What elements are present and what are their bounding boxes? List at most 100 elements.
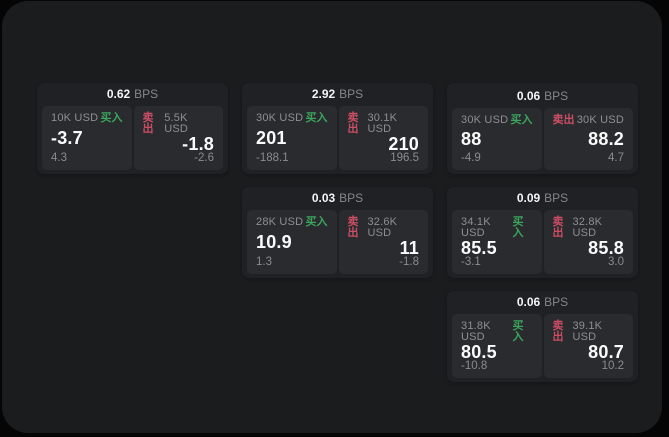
buy-side-label: 买入 (512, 319, 524, 343)
buy-size-label: 10K USD (51, 111, 99, 124)
app-window: 0.62 BPS 10K USD 买入 -3.7 4.3 卖出 5.5K USD… (2, 1, 662, 433)
sell-price: 88.2 (588, 129, 624, 150)
sell-cell-top: 卖出 30.1K USD (347, 111, 420, 135)
quote-cells: 34.1K USD 买入 85.5 -3.1 卖出 32.8K USD 85.8… (452, 209, 633, 274)
sell-cell[interactable]: 卖出 30K USD 88.2 4.7 (543, 108, 633, 170)
sell-cell-top: 卖出 30K USD (553, 115, 625, 126)
buy-delta: 1.3 (256, 255, 272, 268)
buy-price: 88 (461, 129, 482, 150)
sell-cell[interactable]: 卖出 39.1K USD 80.7 10.2 (543, 313, 633, 378)
sell-delta: 196.5 (390, 151, 419, 164)
spread-value: 0.06 (516, 88, 541, 103)
sell-delta: 3.0 (608, 255, 624, 268)
buy-price: 10.9 (256, 232, 292, 252)
buy-size-label: 28K USD (256, 215, 304, 228)
sell-price: 210 (388, 133, 419, 154)
buy-side-label: 买入 (100, 111, 123, 124)
spread-unit-label: BPS (134, 87, 159, 102)
spread-header: 0.09 BPS (452, 187, 633, 210)
spread-value: 2.92 (311, 87, 336, 102)
buy-size-label: 30K USD (256, 111, 304, 124)
spread-header: 0.62 BPS (42, 83, 223, 106)
sell-size-label: 30K USD (576, 114, 624, 126)
sell-side-label: 卖出 (552, 114, 575, 126)
quote-card: 0.06 BPS 30K USD 买入 88 -4.9 卖出 30K USD 8… (447, 83, 638, 174)
buy-delta: -4.9 (461, 151, 481, 164)
sell-cell[interactable]: 卖出 32.6K USD 11 -1.8 (338, 209, 428, 274)
sell-size-label: 32.6K USD (367, 215, 398, 239)
buy-size-label: 31.8K USD (461, 319, 491, 343)
quote-card: 0.03 BPS 28K USD 买入 10.9 1.3 卖出 32.6K US… (242, 187, 433, 278)
sell-size-label: 5.5K USD (164, 111, 189, 135)
buy-price: -3.7 (51, 128, 83, 148)
buy-size-label: 30K USD (461, 114, 509, 126)
quote-card: 2.92 BPS 30K USD 买入 201 -188.1 卖出 30.1K … (242, 83, 433, 174)
buy-price: 85.5 (461, 237, 497, 258)
quote-cells: 28K USD 买入 10.9 1.3 卖出 32.6K USD 11 -1.8 (247, 209, 428, 274)
buy-cell-top: 31.8K USD 买入 (461, 319, 533, 343)
sell-cell-top: 卖出 5.5K USD (142, 111, 215, 135)
spread-unit-label: BPS (339, 191, 364, 206)
buy-cell[interactable]: 30K USD 买入 88 -4.9 (452, 108, 542, 170)
spread-unit-label: BPS (339, 87, 364, 102)
buy-cell-top: 28K USD 买入 (256, 215, 328, 228)
sell-size-label: 30.1K USD (367, 111, 398, 135)
buy-side-label: 买入 (305, 215, 328, 228)
buy-delta: 4.3 (51, 151, 67, 164)
buy-cell[interactable]: 31.8K USD 买入 80.5 -10.8 (452, 313, 542, 378)
sell-price: -1.8 (182, 133, 214, 154)
buy-cell-top: 30K USD 买入 (461, 115, 533, 126)
quote-card: 0.06 BPS 31.8K USD 买入 80.5 -10.8 卖出 39.1… (447, 291, 638, 382)
spread-value: 0.09 (516, 191, 541, 206)
sell-side-label: 卖出 (552, 319, 564, 343)
sell-size-label: 32.8K USD (572, 215, 603, 239)
sell-cell[interactable]: 卖出 32.8K USD 85.8 3.0 (543, 209, 633, 274)
buy-cell-top: 10K USD 买入 (51, 111, 123, 124)
spread-header: 2.92 BPS (247, 83, 428, 106)
sell-delta: -1.8 (399, 255, 419, 268)
sell-size-label: 39.1K USD (572, 319, 603, 343)
buy-cell[interactable]: 30K USD 买入 201 -188.1 (247, 105, 337, 170)
buy-cell[interactable]: 34.1K USD 买入 85.5 -3.1 (452, 209, 542, 274)
spread-header: 0.06 BPS (452, 291, 633, 314)
sell-cell-top: 卖出 32.6K USD (347, 215, 420, 239)
buy-size-label: 34.1K USD (461, 215, 491, 239)
buy-delta: -188.1 (256, 151, 289, 164)
buy-side-label: 买入 (510, 114, 533, 126)
spread-header: 0.06 BPS (452, 83, 633, 108)
sell-price: 11 (399, 237, 419, 258)
buy-cell-top: 30K USD 买入 (256, 111, 328, 124)
buy-side-label: 买入 (305, 111, 328, 124)
sell-delta: 10.2 (601, 359, 624, 372)
spread-value: 0.06 (516, 295, 541, 310)
buy-delta: -3.1 (461, 255, 481, 268)
quote-card: 0.62 BPS 10K USD 买入 -3.7 4.3 卖出 5.5K USD… (37, 83, 228, 174)
spread-unit-label: BPS (544, 295, 569, 310)
sell-cell[interactable]: 卖出 30.1K USD 210 196.5 (338, 105, 428, 170)
quote-card: 0.09 BPS 34.1K USD 买入 85.5 -3.1 卖出 32.8K… (447, 187, 638, 278)
buy-side-label: 买入 (512, 215, 524, 239)
spread-value: 0.62 (106, 87, 131, 102)
quote-cells: 30K USD 买入 201 -188.1 卖出 30.1K USD 210 1… (247, 105, 428, 170)
sell-side-label: 卖出 (347, 215, 359, 239)
buy-cell[interactable]: 28K USD 买入 10.9 1.3 (247, 209, 337, 274)
buy-delta: -10.8 (461, 359, 488, 372)
spread-unit-label: BPS (544, 88, 569, 103)
quotes-grid: 0.62 BPS 10K USD 买入 -3.7 4.3 卖出 5.5K USD… (37, 83, 638, 382)
quote-cells: 30K USD 买入 88 -4.9 卖出 30K USD 88.2 4.7 (452, 108, 633, 170)
buy-price: 80.5 (461, 341, 497, 362)
quote-cells: 31.8K USD 买入 80.5 -10.8 卖出 39.1K USD 80.… (452, 313, 633, 378)
sell-side-label: 卖出 (347, 111, 359, 135)
buy-price: 201 (256, 128, 287, 148)
spread-value: 0.03 (311, 191, 336, 206)
buy-cell-top: 34.1K USD 买入 (461, 215, 533, 239)
sell-cell-top: 卖出 32.8K USD (552, 215, 625, 239)
quote-cells: 10K USD 买入 -3.7 4.3 卖出 5.5K USD -1.8 -2.… (42, 105, 223, 170)
sell-cell[interactable]: 卖出 5.5K USD -1.8 -2.6 (133, 105, 223, 170)
buy-cell[interactable]: 10K USD 买入 -3.7 4.3 (42, 105, 132, 170)
sell-side-label: 卖出 (142, 111, 154, 135)
sell-price: 80.7 (588, 341, 624, 362)
sell-side-label: 卖出 (552, 215, 564, 239)
sell-delta: 4.7 (608, 151, 624, 164)
